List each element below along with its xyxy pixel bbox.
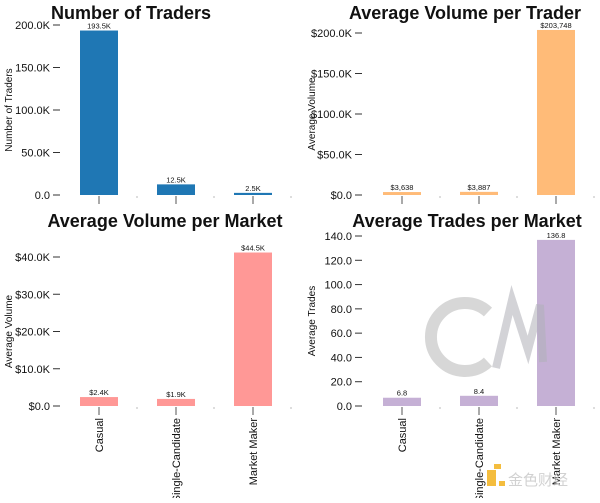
bar-casual <box>383 192 421 195</box>
chart-panel-4: Average Trades per Market Average Trades 0… <box>307 211 595 502</box>
y-tick-label: 40.0 <box>331 352 352 364</box>
data-label: $3,887 <box>468 183 491 192</box>
minor-tick-dot <box>439 407 441 409</box>
y-tick-label: 0.0 <box>35 190 50 202</box>
y-tick-label: 140.0 <box>324 231 352 243</box>
data-label: $44.5K <box>241 244 265 253</box>
y-tick-label: 50.0K <box>21 148 50 160</box>
data-label: 2.5K <box>245 184 260 193</box>
minor-tick-dot <box>516 407 518 409</box>
y-axis-label: Number of Traders <box>4 68 15 151</box>
y-tick-label: $20.0K <box>15 327 51 339</box>
bar-market-maker <box>234 252 272 406</box>
minor-tick-dot <box>213 407 215 409</box>
bar-casual <box>80 397 118 406</box>
y-tick-label: 20.0 <box>331 377 352 389</box>
y-tick-label: $50.0K <box>317 150 353 162</box>
bar-market-maker <box>234 192 272 195</box>
chart-panel-1: Number of Traders Number of Traders 0.0 50.… <box>4 3 292 204</box>
y-axis-label: Average Volume <box>307 77 318 151</box>
data-label: $2.4K <box>89 388 109 397</box>
data-label: 6.8 <box>397 389 407 398</box>
minor-tick-dot <box>213 196 215 198</box>
y-axis-label: Average Trades <box>307 286 318 356</box>
x-category-label: Casual <box>397 418 409 452</box>
minor-tick-dot <box>136 407 138 409</box>
jinse-watermark-text: 金色财经 <box>508 472 568 489</box>
y-tick-label: 80.0 <box>331 304 352 316</box>
y-tick-label: $200.0K <box>311 28 353 40</box>
y-tick-label: $40.0K <box>15 252 51 264</box>
minor-tick-dot <box>290 196 292 198</box>
bar-single-candidate <box>157 184 195 195</box>
x-category-label: Single-Candidate <box>474 418 486 498</box>
bar-single-candidate <box>157 398 195 406</box>
minor-tick-dot <box>593 196 595 198</box>
y-tick-label: 100.0 <box>324 280 352 292</box>
y-tick-label: $0.0 <box>331 190 352 202</box>
data-label: 8.4 <box>474 387 484 396</box>
chart-title: Average Trades per Market <box>352 211 581 231</box>
chart-title: Average Volume per Trader <box>349 3 581 23</box>
bar-casual <box>80 30 118 196</box>
y-tick-label: 120.0 <box>324 255 352 267</box>
y-tick-label: $0.0 <box>29 401 50 413</box>
data-label: 193.5K <box>87 22 111 31</box>
minor-tick-dot <box>439 196 441 198</box>
x-category-label: Market Maker <box>551 418 563 486</box>
y-tick-label: 200.0K <box>15 20 51 32</box>
minor-tick-dot <box>290 407 292 409</box>
x-category-label: Market Maker <box>248 418 260 486</box>
y-tick-label: $100.0K <box>311 109 353 121</box>
bar-casual <box>383 397 421 406</box>
data-label: 12.5K <box>166 175 186 184</box>
data-label: $3,638 <box>391 183 414 192</box>
x-category-label: Single-Candidate <box>171 418 183 498</box>
y-tick-label: $150.0K <box>311 69 353 81</box>
y-tick-label: 100.0K <box>15 105 51 117</box>
y-tick-label: 60.0 <box>331 328 352 340</box>
data-label: $1.9K <box>166 390 186 399</box>
cm-watermark-logo <box>425 285 547 377</box>
data-label: $203,748 <box>540 21 571 30</box>
jinse-watermark: 金色财经 <box>487 464 568 489</box>
data-label: 136.8 <box>547 231 566 240</box>
minor-tick-dot <box>516 196 518 198</box>
y-tick-label: $30.0K <box>15 289 51 301</box>
y-tick-label: $10.0K <box>15 364 51 376</box>
chart-title: Average Volume per Market <box>47 211 282 231</box>
x-category-label: Casual <box>94 418 106 452</box>
y-tick-label: 0.0 <box>337 401 352 413</box>
y-tick-label: 150.0K <box>15 63 51 75</box>
bar-single-candidate <box>460 191 498 195</box>
bar-single-candidate <box>460 395 498 406</box>
minor-tick-dot <box>136 196 138 198</box>
chart-title: Number of Traders <box>51 3 211 23</box>
y-axis-label: Average Volume <box>4 294 15 368</box>
minor-tick-dot <box>593 407 595 409</box>
bar-market-maker <box>537 29 575 195</box>
